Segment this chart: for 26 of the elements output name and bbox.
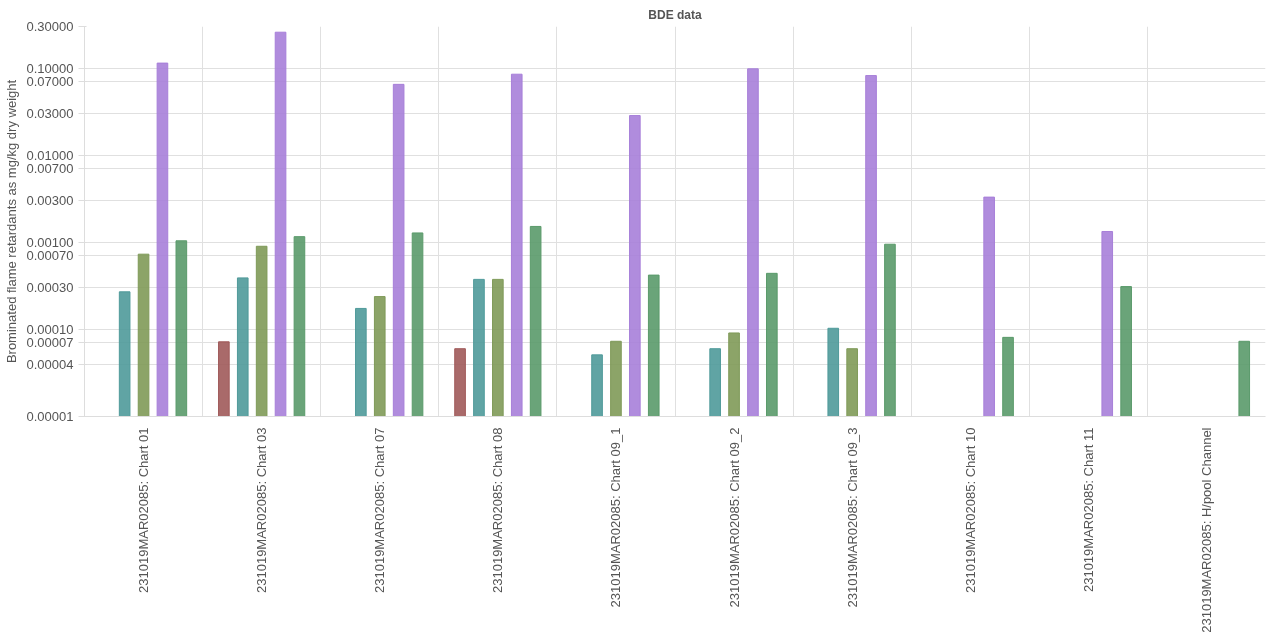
x-tick-label: 231019MAR02085: Chart 09_3 <box>844 427 860 608</box>
y-tick-label: 0.00300 <box>26 193 74 209</box>
y-tick-label: 0.00700 <box>26 161 74 177</box>
x-tick-label: 231019MAR02085: Chart 09_2 <box>726 427 742 608</box>
x-tick-label: 231019MAR02085: Chart 10 <box>962 427 978 593</box>
y-tick-label: 0.10000 <box>26 60 74 76</box>
x-tick-label: 231019MAR02085: Chart 07 <box>372 427 388 593</box>
y-tick-label: 0.01000 <box>26 147 74 163</box>
y-tick-label: 0.30000 <box>26 19 74 34</box>
y-tick-label: 0.00001 <box>26 409 74 424</box>
x-tick-label: 231019MAR02085: Chart 11 <box>1080 427 1096 593</box>
x-tick-label: 231019MAR02085: Chart 03 <box>254 427 270 593</box>
y-tick-label: 0.00004 <box>26 356 74 372</box>
x-tick-label: 231019MAR02085: H/pool Channel <box>1198 427 1214 633</box>
x-tick-label: 231019MAR02085: Chart 08 <box>490 427 506 593</box>
y-tick-label: 0.00070 <box>26 248 74 264</box>
y-axis-title: Brominated flame retardants as mg/kg dry weight <box>3 79 19 364</box>
y-tick-label: 0.07000 <box>26 74 74 90</box>
x-tick-label: 231019MAR02085: Chart 09_1 <box>608 427 624 608</box>
y-tick-label: 0.00007 <box>26 335 74 351</box>
y-tick-label: 0.00100 <box>26 234 74 250</box>
y-tick-label: 0.00010 <box>26 321 74 337</box>
chart-title: BDE data <box>648 7 702 22</box>
y-tick-label: 0.00030 <box>26 280 74 296</box>
y-tick-label: 0.03000 <box>26 106 74 122</box>
x-tick-label: 231019MAR02085: Chart 01 <box>136 427 152 593</box>
